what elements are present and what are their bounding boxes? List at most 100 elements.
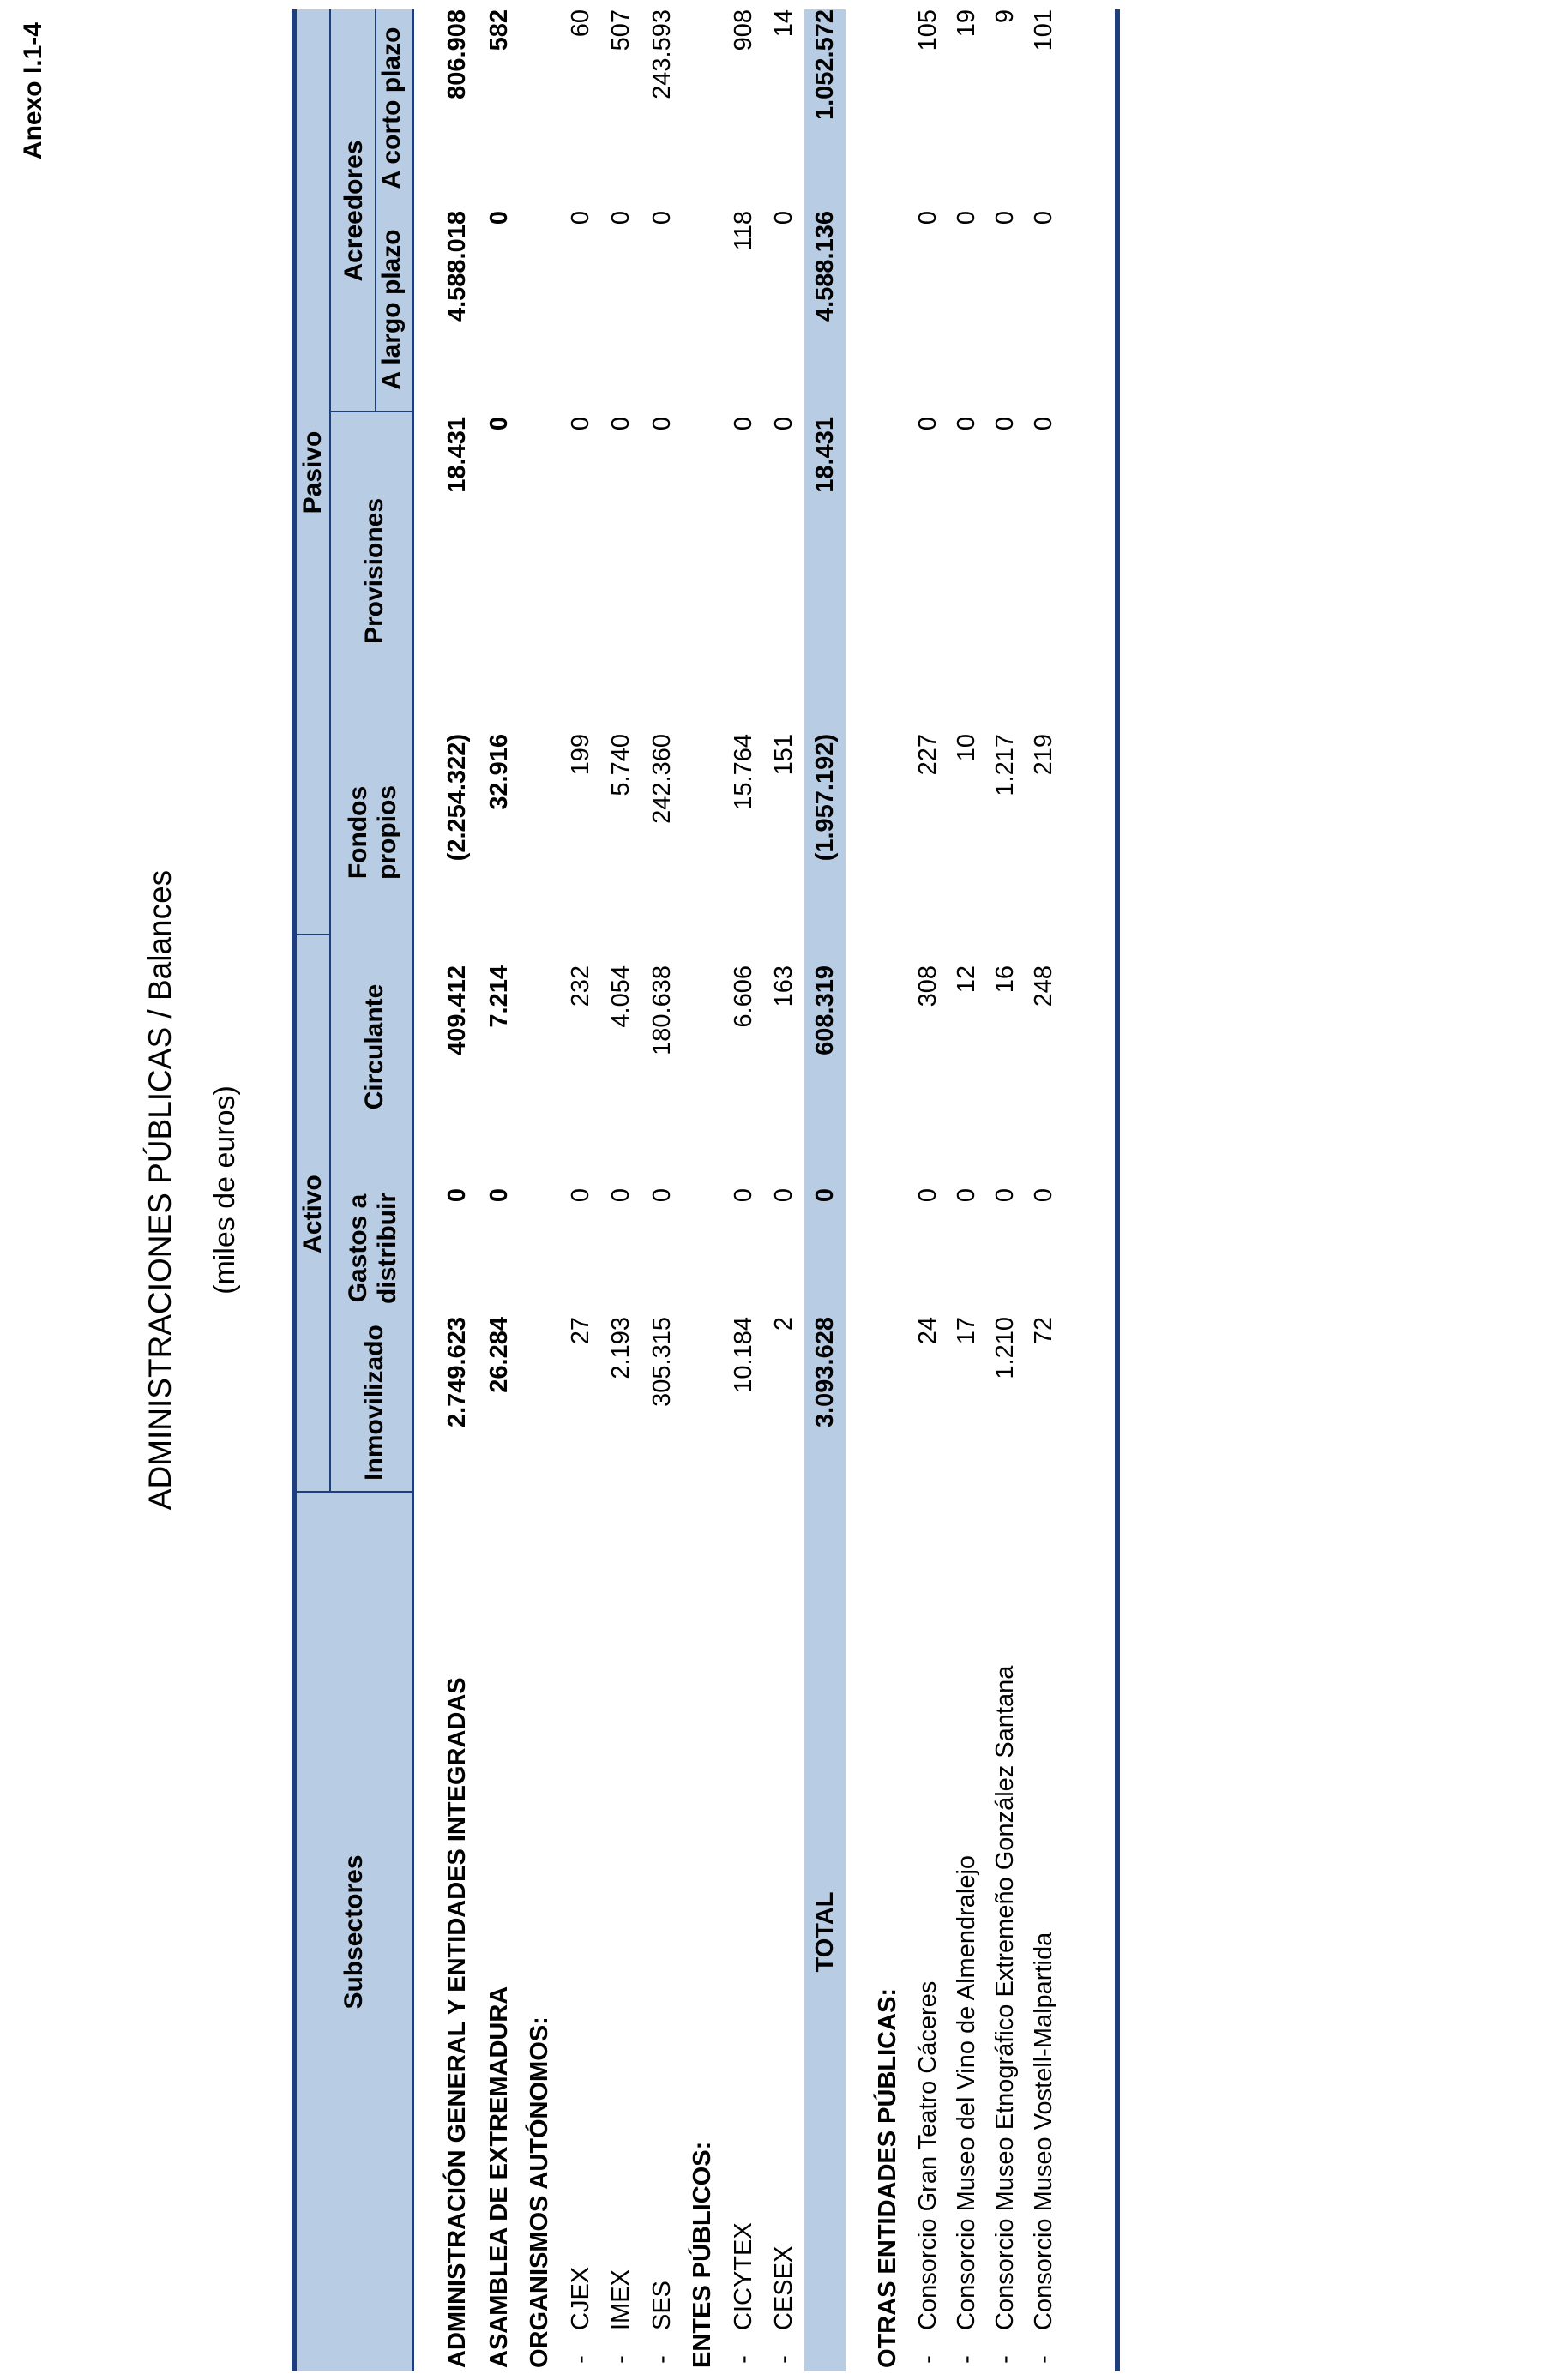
cell-value: 18.431 (811, 417, 839, 493)
cell-value: 4.588.018 (443, 211, 471, 322)
section-label: ADMINISTRACIÓN GENERAL Y ENTIDADES INTEG… (443, 1677, 471, 2368)
cell-value: 19 (953, 9, 980, 38)
cell-value: 0 (1030, 1188, 1057, 1203)
cell-value: 0 (1030, 417, 1057, 431)
cell-value: 0 (953, 211, 980, 225)
cell-value: 0 (648, 211, 676, 225)
header-subsectores: Subsectores (340, 1854, 368, 2010)
cell-value: 6.606 (730, 965, 757, 1028)
cell-value: 14 (770, 9, 798, 38)
cell-value: 0 (770, 211, 798, 225)
cell-value: 0 (607, 417, 635, 431)
cell-value: 0 (443, 1188, 471, 1203)
row-dash: - (567, 2355, 594, 2364)
cell-value: 243.593 (648, 9, 676, 99)
cell-value: 608.319 (811, 965, 839, 1055)
cell-value: 105 (914, 9, 942, 51)
section-label: ENTES PÚBLICOS: (689, 2141, 716, 2368)
cell-value: 60 (567, 9, 594, 38)
cell-value: 72 (1030, 1317, 1057, 1345)
cell-value: 26.284 (485, 1317, 513, 1393)
cell-value: 0 (485, 417, 513, 431)
row-dash: - (953, 2355, 980, 2364)
cell-value: 232 (567, 965, 594, 1007)
row-dash: - (1030, 2355, 1057, 2364)
cell-value: 582 (485, 9, 513, 51)
cell-value: (2.254.322) (443, 734, 471, 862)
cell-value: 0 (770, 1188, 798, 1203)
cell-value: 180.638 (648, 965, 676, 1055)
page-title: ADMINISTRACIONES PÚBLICAS / Balances (142, 869, 178, 1511)
header-acreedores: Acreedores (340, 140, 368, 282)
row-dash: - (730, 2355, 757, 2364)
cell-value: 27 (567, 1317, 594, 1345)
cell-value: 9 (991, 9, 1019, 24)
table-bottom-rule (1115, 9, 1120, 2371)
row-label: IMEX (607, 2269, 635, 2330)
cell-value: 2.749.623 (443, 1317, 471, 1428)
cell-value: 0 (567, 1188, 594, 1203)
cell-value: 32.916 (485, 734, 513, 810)
header-top-rule (292, 9, 297, 2371)
cell-value: 806.908 (443, 9, 471, 99)
cell-value: 199 (567, 734, 594, 776)
row-label: CICYTEX (730, 2222, 757, 2330)
cell-value: 101 (1030, 9, 1057, 51)
cell-value: 0 (730, 1188, 757, 1203)
cell-value: 0 (1030, 211, 1057, 225)
header-gastos-2: distribuir (373, 1193, 401, 1305)
cell-value: 0 (607, 211, 635, 225)
cell-value: 4.588.136 (811, 211, 839, 322)
cell-value: 163 (770, 965, 798, 1007)
cell-value: 0 (567, 211, 594, 225)
header-gastos-1: Gastos a (344, 1193, 372, 1303)
cell-value: 1.210 (991, 1317, 1019, 1379)
row-dash: - (770, 2355, 798, 2364)
total-label: TOTAL (811, 1891, 839, 1973)
cell-value: 0 (607, 1188, 635, 1203)
cell-value: 12 (953, 965, 980, 994)
cell-value: 1.217 (991, 734, 1019, 796)
cell-value: 0 (730, 417, 757, 431)
row-label: CJEX (567, 2266, 594, 2330)
section-label: ASAMBLEA DE EXTREMADURA (485, 1986, 513, 2368)
cell-value: 24 (914, 1317, 942, 1345)
cell-value: 2.193 (607, 1317, 635, 1379)
cell-value: 0 (648, 1188, 676, 1203)
row-dash: - (991, 2355, 1019, 2364)
cell-value: 3.093.628 (811, 1317, 839, 1428)
cell-value: 4.054 (607, 965, 635, 1028)
row-label: Consorcio Museo del Vino de Almendralejo (953, 1854, 980, 2330)
cell-value: 227 (914, 734, 942, 776)
cell-value: 305.315 (648, 1317, 676, 1407)
cell-value: 5.740 (607, 734, 635, 796)
header-corto-plazo: A corto plazo (377, 27, 406, 189)
page-subtitle: (miles de euros) (208, 1085, 241, 1295)
cell-value: 908 (730, 9, 757, 51)
header-provisiones: Provisiones (360, 497, 388, 645)
annex-label: Anexo I.1-4 (19, 22, 47, 160)
cell-value: 0 (567, 417, 594, 431)
cell-value: 2 (770, 1317, 798, 1331)
row-dash: - (607, 2355, 635, 2364)
cell-value: 0 (953, 1188, 980, 1203)
cell-value: 0 (914, 1188, 942, 1203)
cell-value: 0 (953, 417, 980, 431)
row-label: Consorcio Gran Teatro Cáceres (914, 1980, 942, 2330)
header-largo-plazo: A largo plazo (377, 229, 406, 390)
header-fondos-1: Fondos (344, 785, 372, 880)
cell-value: 248 (1030, 965, 1057, 1007)
cell-value: 10.184 (730, 1317, 757, 1393)
row-label: Consorcio Museo Vostell-Malpartida (1030, 1932, 1057, 2330)
header-pasivo: Pasivo (298, 430, 327, 514)
section-label: ORGANISMOS AUTÓNOMOS: (526, 2016, 553, 2368)
cell-value: 7.214 (485, 965, 513, 1028)
cell-value: 507 (607, 9, 635, 51)
header-circulante: Circulante (360, 983, 388, 1110)
cell-value: 0 (485, 211, 513, 225)
row-label: CESEX (770, 2245, 798, 2330)
cell-value: (1.957.192) (811, 734, 839, 862)
cell-value: 10 (953, 734, 980, 762)
cell-value: 242.360 (648, 734, 676, 824)
